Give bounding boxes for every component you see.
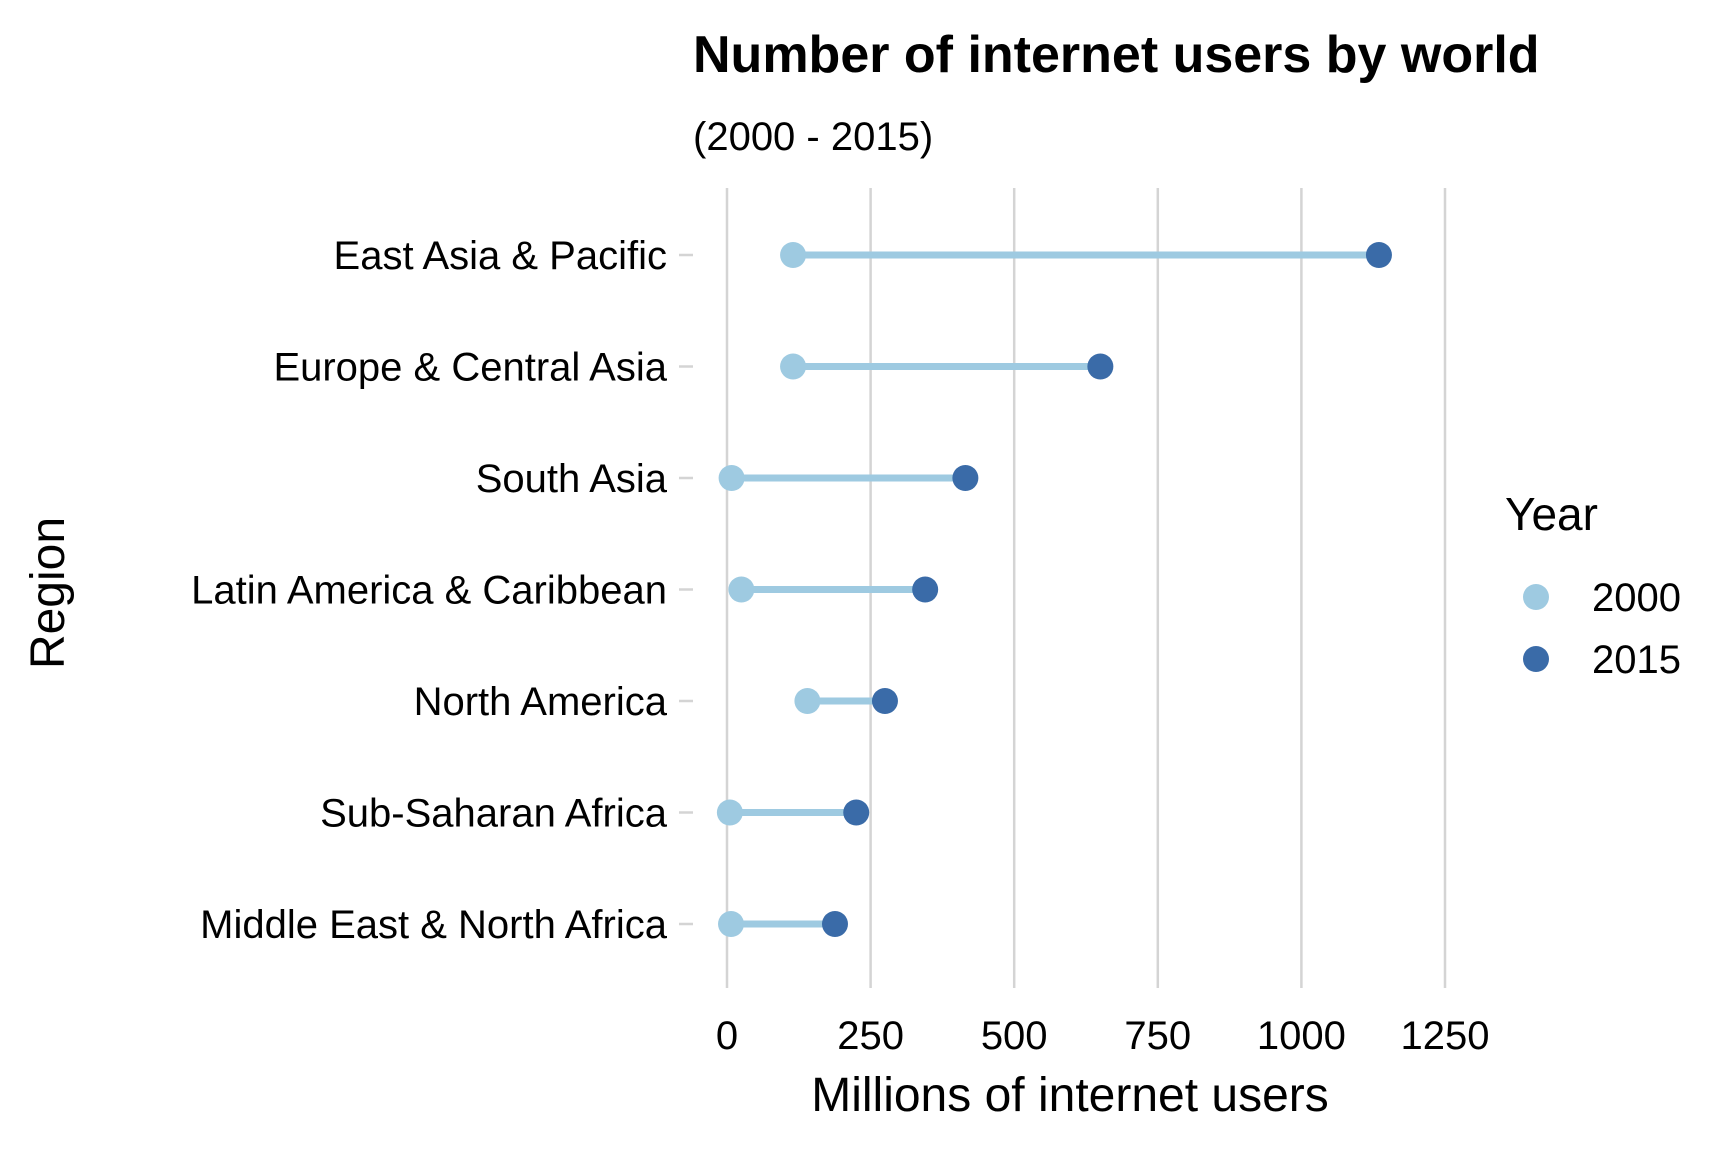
chart-title: Number of internet users by world — [693, 26, 1540, 84]
legend: Year 2000 2015 — [1505, 488, 1681, 682]
point-2015 — [912, 576, 939, 603]
dumbbell-segments — [729, 251, 1379, 928]
x-tick-label: 250 — [837, 1014, 904, 1058]
y-tick-label: Sub-Saharan Africa — [320, 792, 668, 836]
y-tick-label: East Asia & Pacific — [334, 234, 667, 278]
x-axis: 0 250 500 750 1000 1250 — [716, 1014, 1490, 1058]
data-points — [716, 242, 1392, 937]
point-2000 — [780, 242, 807, 268]
legend-label: 2015 — [1592, 638, 1681, 682]
x-tick-label: 500 — [981, 1014, 1048, 1058]
point-2015 — [821, 911, 848, 937]
legend-title: Year — [1505, 488, 1598, 540]
point-2000 — [718, 465, 745, 491]
point-2000 — [728, 576, 755, 603]
x-tick-label: 1000 — [1257, 1014, 1346, 1058]
y-axis: East Asia & Pacific Europe & Central Asia… — [191, 234, 693, 947]
point-2015 — [843, 799, 870, 826]
y-tick-label: South Asia — [476, 457, 668, 501]
y-tick-label: Middle East & North Africa — [200, 903, 668, 947]
x-axis-title: Millions of internet users — [811, 1069, 1329, 1122]
point-2015 — [952, 465, 979, 491]
point-2000 — [780, 353, 807, 380]
y-axis-title: Region — [22, 517, 75, 669]
x-tick-label: 1250 — [1401, 1014, 1490, 1058]
gridlines — [725, 188, 1447, 988]
point-2000 — [716, 799, 743, 826]
point-2015 — [871, 688, 898, 714]
legend-key-2015 — [1523, 646, 1549, 672]
y-tick-label: North America — [414, 680, 668, 724]
y-tick-label: Europe & Central Asia — [273, 346, 667, 390]
chart-subtitle: (2000 - 2015) — [693, 115, 933, 159]
point-2015 — [1087, 353, 1114, 380]
x-tick-label: 750 — [1124, 1014, 1191, 1058]
point-2000 — [718, 911, 745, 937]
legend-label: 2000 — [1592, 576, 1681, 620]
point-2015 — [1365, 242, 1392, 268]
point-2000 — [794, 688, 821, 714]
x-tick-label: 0 — [716, 1014, 738, 1058]
y-tick-label: Latin America & Caribbean — [191, 569, 667, 613]
legend-key-2000 — [1523, 584, 1549, 610]
